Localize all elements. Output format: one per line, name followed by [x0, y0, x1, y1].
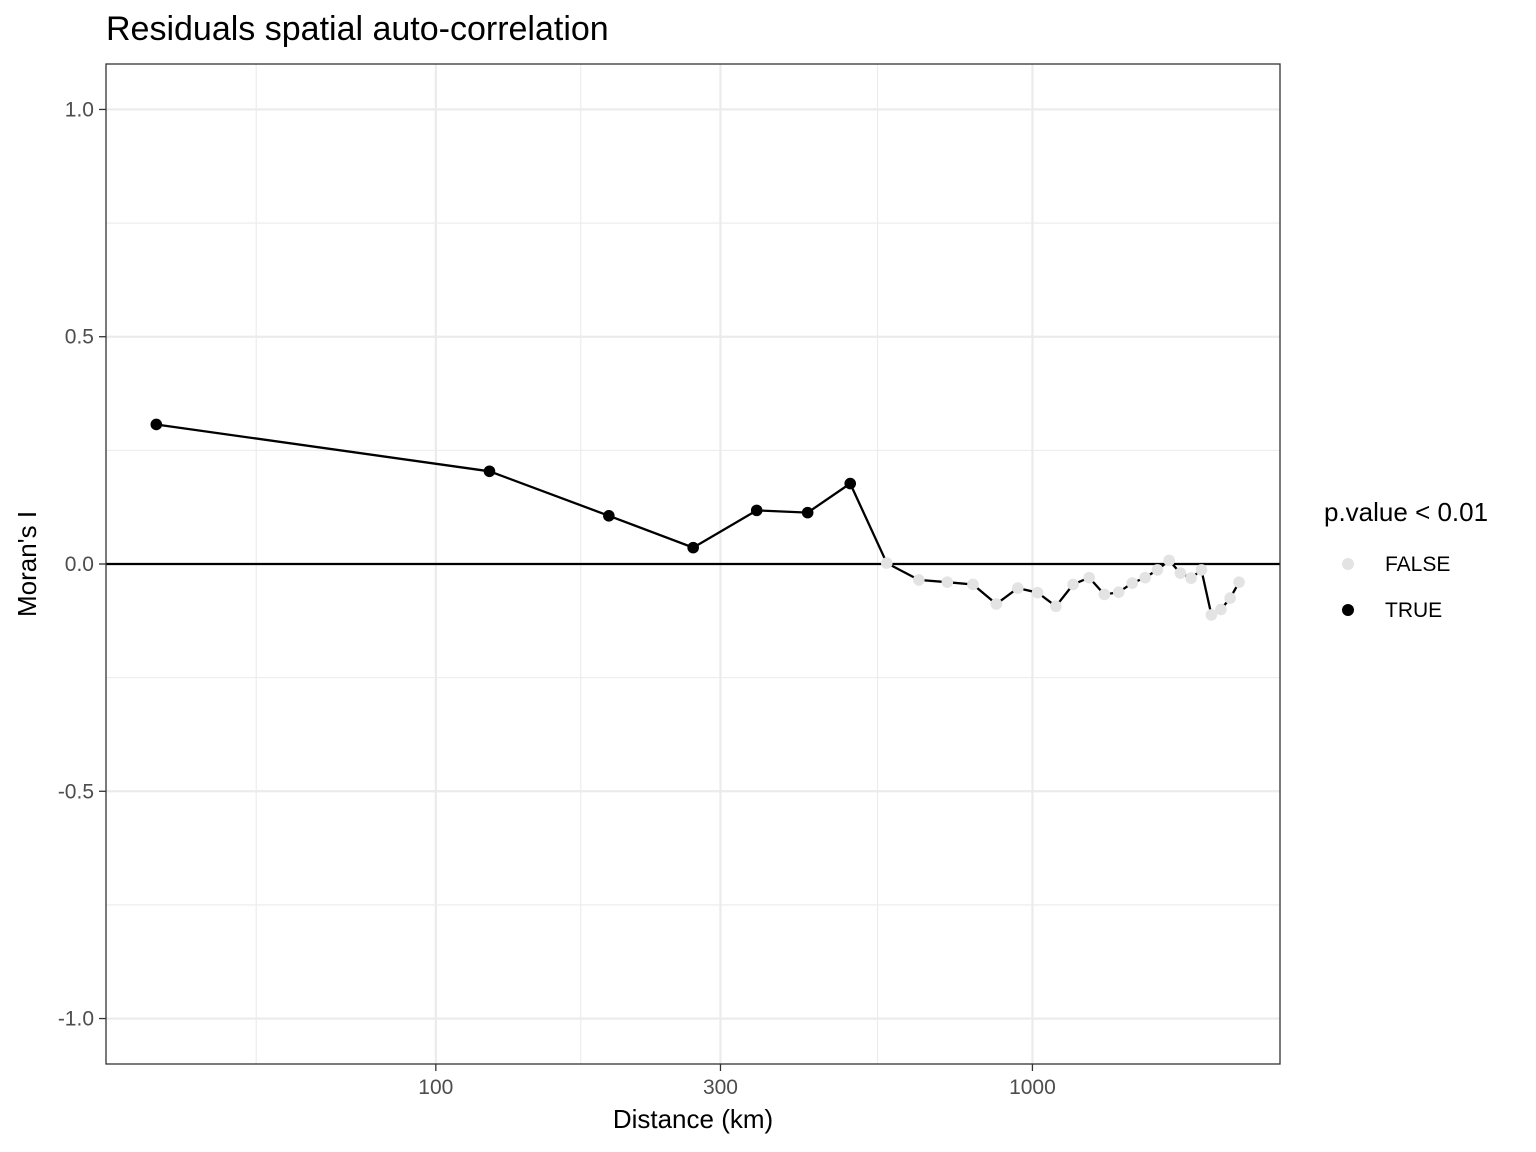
y-axis-title: Moran's I: [12, 511, 42, 617]
point-false: [941, 576, 954, 588]
point-false: [967, 578, 979, 591]
point-false: [1139, 571, 1151, 584]
legend-label-false: FALSE: [1385, 553, 1450, 576]
point-false: [1083, 571, 1096, 584]
point-false: [1151, 564, 1164, 576]
chart-title: Residuals spatial auto-correlation: [106, 10, 609, 48]
point-false: [1067, 578, 1079, 591]
x-tick-label: 300: [703, 1076, 738, 1099]
legend-key-false: [1342, 558, 1354, 570]
point-false: [1174, 567, 1187, 579]
point-false: [1163, 554, 1175, 567]
point-false: [1185, 572, 1197, 584]
point-true: [750, 504, 763, 517]
y-tick-label: 0.0: [65, 553, 94, 576]
point-true: [150, 418, 163, 431]
point-false: [1098, 588, 1111, 601]
point-false: [1011, 582, 1024, 594]
point-false: [913, 574, 925, 586]
point-true: [844, 477, 857, 490]
point-false: [1126, 577, 1139, 589]
y-axis: -1.0 -0.5 0.0 0.5 1.0: [58, 98, 106, 1031]
point-true: [603, 510, 615, 522]
legend: p.value < 0.01 FALSE TRUE: [1324, 497, 1488, 622]
y-tick-label: -0.5: [58, 780, 94, 803]
x-tick-label: 1000: [1009, 1076, 1056, 1099]
point-false: [1233, 576, 1245, 588]
legend-title: p.value < 0.01: [1324, 497, 1488, 527]
point-false: [1031, 586, 1044, 599]
point-false: [1112, 586, 1125, 598]
legend-key-true: [1342, 604, 1354, 616]
point-false: [1224, 592, 1236, 604]
point-false: [1215, 603, 1227, 616]
point-false: [1195, 564, 1208, 576]
point-false: [990, 598, 1003, 610]
y-tick-label: 1.0: [65, 98, 94, 121]
point-false: [880, 557, 893, 569]
x-tick-label: 100: [418, 1076, 453, 1099]
point-true: [483, 465, 496, 478]
point-true: [801, 506, 814, 519]
data-points: [150, 418, 1245, 621]
x-axis: 100 300 1000: [418, 1064, 1056, 1099]
legend-label-true: TRUE: [1385, 599, 1442, 622]
point-false: [1050, 600, 1062, 613]
point-false: [1205, 609, 1218, 621]
point-true: [687, 541, 699, 554]
y-tick-label: 0.5: [65, 326, 94, 349]
x-axis-title: Distance (km): [613, 1104, 773, 1134]
y-tick-label: -1.0: [58, 1008, 94, 1031]
